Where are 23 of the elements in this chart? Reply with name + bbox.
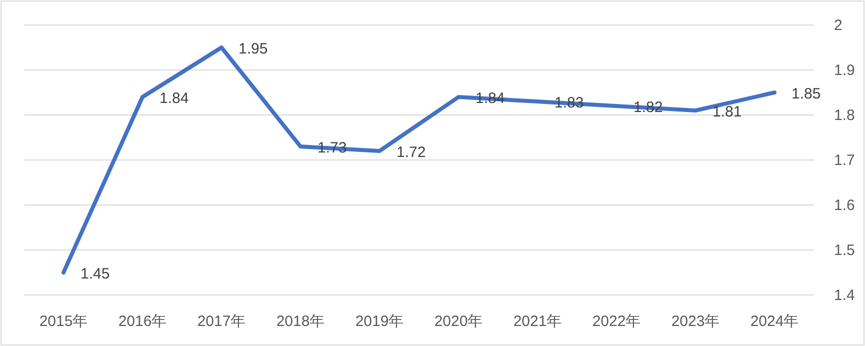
x-tick-label: 2017年 xyxy=(197,313,246,330)
y-tick-label: 1.6 xyxy=(834,197,855,214)
y-tick-label: 1.5 xyxy=(834,242,855,259)
data-label: 1.85 xyxy=(792,86,821,102)
x-tick-label: 2018年 xyxy=(276,313,325,330)
x-tick-label: 2019年 xyxy=(355,313,404,330)
x-tick-label: 2020年 xyxy=(434,313,483,330)
x-tick-label: 2022年 xyxy=(592,313,641,330)
y-tick-label: 1.9 xyxy=(834,62,855,79)
data-label: 1.81 xyxy=(712,104,742,120)
x-tick-label: 2023年 xyxy=(671,313,720,330)
data-label: 1.45 xyxy=(80,266,110,282)
x-tick-label: 2016年 xyxy=(118,313,167,330)
y-tick-label: 1.8 xyxy=(834,107,855,124)
x-tick-label: 2015年 xyxy=(39,313,88,330)
x-tick-label: 2021年 xyxy=(513,313,562,330)
x-tick-label: 2024年 xyxy=(750,313,799,330)
data-label: 1.72 xyxy=(396,144,426,161)
data-label: 1.84 xyxy=(160,90,189,107)
y-tick-label: 1.7 xyxy=(834,152,855,169)
y-tick-label: 2 xyxy=(834,17,842,34)
y-tick-label: 1.4 xyxy=(834,287,855,304)
data-label: 1.95 xyxy=(238,40,268,58)
